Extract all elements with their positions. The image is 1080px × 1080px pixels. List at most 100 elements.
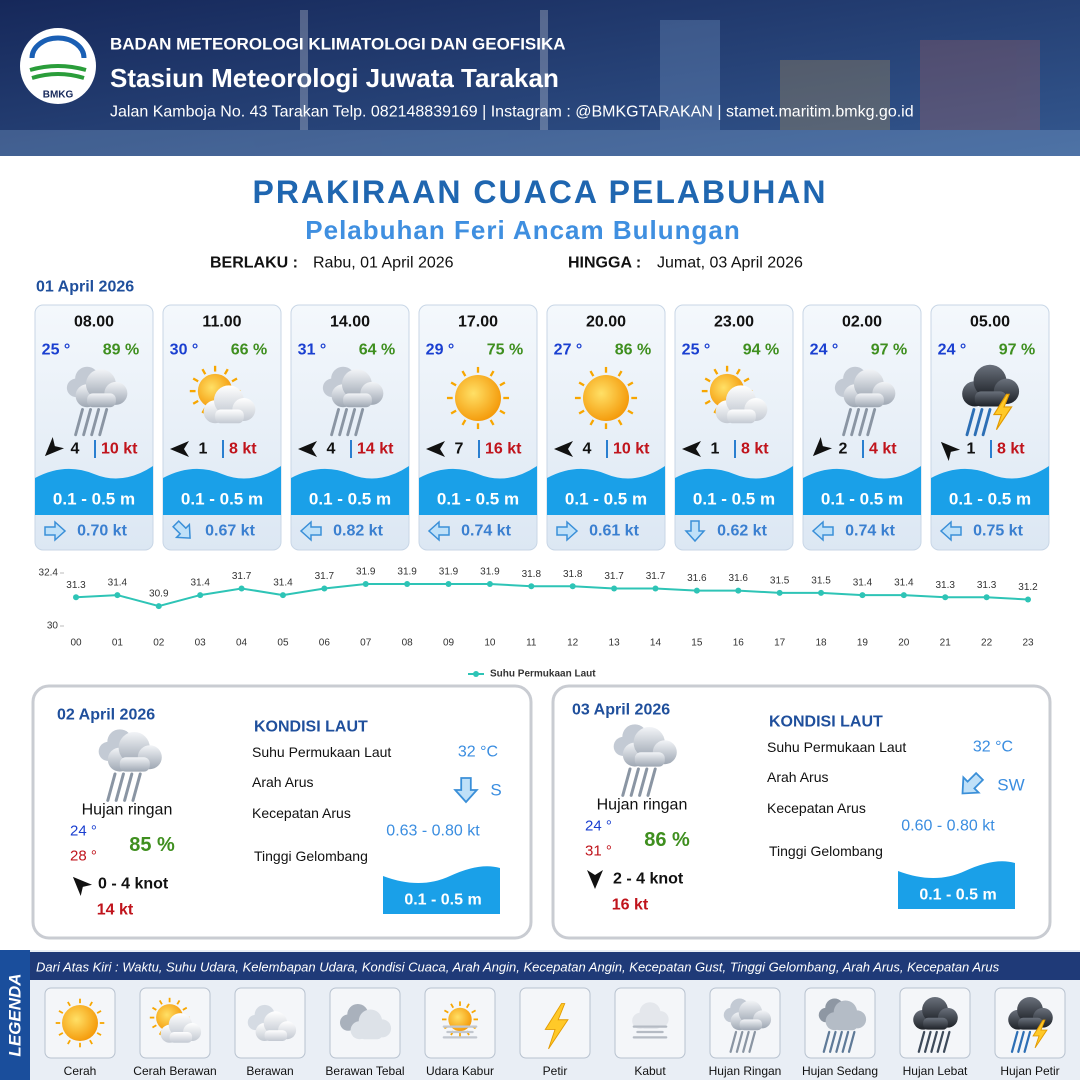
x-tick-label: 05 xyxy=(277,638,289,649)
sun-ray xyxy=(152,1024,157,1029)
wind: 2 - 4 knot xyxy=(613,871,684,888)
rain xyxy=(90,408,101,437)
rain xyxy=(742,1030,750,1053)
data-label: 31.9 xyxy=(439,567,459,578)
sun-ray xyxy=(58,1010,64,1014)
rain xyxy=(973,408,984,437)
weather-icon xyxy=(66,366,128,437)
point xyxy=(900,592,907,599)
x-tick-label: 18 xyxy=(815,638,827,649)
wave-height: 0.1 - 0.5 m xyxy=(821,490,903,509)
panel-date: 02 April 2026 xyxy=(57,707,155,724)
sun-ray xyxy=(489,370,495,377)
cloud-part xyxy=(855,393,884,408)
weather-icon xyxy=(913,996,958,1053)
x-tick-label: 11 xyxy=(526,638,537,649)
wave-area xyxy=(291,466,409,515)
gust: 14 kt xyxy=(357,441,394,458)
data-label: 31.7 xyxy=(315,571,335,582)
cloud-part xyxy=(169,1032,193,1043)
rain xyxy=(82,408,92,437)
sun-ray xyxy=(443,1009,449,1014)
legend-note: Dari Atas Kiri : Waktu, Suhu Udara, Kele… xyxy=(36,960,1000,975)
sun xyxy=(62,1005,98,1041)
sun-ray xyxy=(67,1039,71,1045)
point xyxy=(776,589,783,596)
sun-ray xyxy=(704,377,711,383)
wind-arrow xyxy=(170,441,189,457)
gust: 8 kt xyxy=(229,441,257,458)
rain xyxy=(866,408,877,437)
sun-ray xyxy=(176,1000,181,1005)
temperature: 24 ° xyxy=(810,342,839,359)
legend-note-bg xyxy=(30,952,1080,980)
current-speed: 0.74 kt xyxy=(461,523,511,540)
wave-height: 0.1 - 0.5 m xyxy=(53,490,135,509)
gust: 8 kt xyxy=(997,441,1025,458)
wind-arrow xyxy=(426,441,445,457)
current-speed: 0.61 kt xyxy=(589,523,639,540)
weather-icon xyxy=(446,366,510,430)
temperature: 31 ° xyxy=(298,342,327,359)
sun-ray xyxy=(627,381,634,387)
cloud-part xyxy=(1018,1017,1043,1030)
bolt xyxy=(1032,1019,1048,1049)
rain xyxy=(346,408,357,437)
data-label: 31.4 xyxy=(108,578,128,589)
rain xyxy=(330,408,340,437)
wind-speed: 1 xyxy=(711,441,720,458)
wave-height: 0.1 - 0.5 m xyxy=(404,892,481,909)
panel-date: 03 April 2026 xyxy=(572,702,670,719)
wave-height: 0.1 - 0.5 m xyxy=(949,490,1031,509)
sun-ray xyxy=(704,399,711,405)
wind-speed: 7 xyxy=(455,441,464,458)
legend-side xyxy=(0,950,30,1080)
x-tick-label: 03 xyxy=(195,638,207,649)
point xyxy=(445,581,452,588)
sea-heading: KONDISI LAUT xyxy=(254,719,368,736)
wind-speed: 2 xyxy=(839,441,848,458)
wind-speed: 1 xyxy=(967,441,976,458)
rain xyxy=(936,1030,945,1053)
x-tick-label: 13 xyxy=(609,638,621,649)
weather-icon xyxy=(701,365,768,424)
gust: 10 kt xyxy=(101,441,138,458)
point xyxy=(1025,596,1031,603)
sun-ray xyxy=(96,1032,102,1036)
bolt xyxy=(992,393,1013,431)
sun-ray xyxy=(67,1001,71,1007)
weather-icon xyxy=(818,998,867,1053)
current-arrow xyxy=(299,520,322,542)
cloud-part xyxy=(974,391,1007,407)
point xyxy=(859,592,866,599)
legend-marker xyxy=(473,671,479,677)
sea-label: Arah Arus xyxy=(767,769,828,785)
x-tick-label: 17 xyxy=(774,638,786,649)
sun-ray xyxy=(627,409,634,415)
wind-speed: 4 xyxy=(583,441,592,458)
rain xyxy=(1023,1030,1032,1053)
wind-arrow xyxy=(554,441,573,457)
time: 08.00 xyxy=(74,314,114,331)
data-label: 31.9 xyxy=(356,567,376,578)
gust: 10 kt xyxy=(613,441,650,458)
point xyxy=(818,589,825,596)
gust: 4 kt xyxy=(869,441,897,458)
to-date: Jumat, 03 April 2026 xyxy=(657,255,803,272)
rain xyxy=(850,408,860,437)
sun-ray xyxy=(735,368,741,375)
x-tick-label: 16 xyxy=(733,638,745,649)
wind-speed: 4 xyxy=(71,441,80,458)
temp-min: 24 ° xyxy=(585,818,612,835)
sea-label: Suhu Permukaan Laut xyxy=(767,739,906,755)
from-date: Rabu, 01 April 2026 xyxy=(313,255,454,272)
cloud xyxy=(255,1011,297,1041)
current-arrow xyxy=(961,771,985,795)
x-tick-label: 19 xyxy=(857,638,869,649)
cloud xyxy=(1008,996,1053,1030)
sst: 32 °C xyxy=(458,744,498,761)
point xyxy=(362,581,369,588)
temperature: 29 ° xyxy=(426,342,455,359)
data-label: 30.9 xyxy=(149,589,169,600)
